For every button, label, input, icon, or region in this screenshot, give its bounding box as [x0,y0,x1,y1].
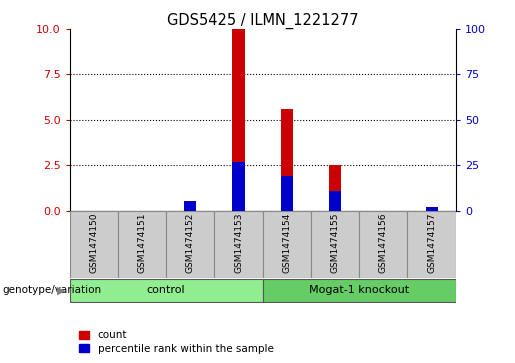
Bar [70,211,118,278]
Bar [166,211,214,278]
Bar [329,165,341,211]
Bar [281,109,293,211]
Text: Mogat-1 knockout: Mogat-1 knockout [309,285,409,295]
Bar [311,211,359,278]
Bar [263,211,311,278]
Bar [263,279,456,302]
Bar [70,279,263,302]
Text: GSM1474151: GSM1474151 [138,212,146,273]
Bar [329,191,341,211]
Bar [232,162,245,211]
Text: GSM1474152: GSM1474152 [186,213,195,273]
Bar [118,211,166,278]
Text: genotype/variation: genotype/variation [3,285,101,295]
Text: GSM1474154: GSM1474154 [282,213,291,273]
Legend: count, percentile rank within the sample: count, percentile rank within the sample [75,326,278,358]
Text: GSM1474155: GSM1474155 [331,212,339,273]
Bar [425,207,438,211]
Bar [407,211,456,278]
Text: GSM1474153: GSM1474153 [234,212,243,273]
Bar [281,176,293,211]
Bar [184,201,196,211]
Text: GSM1474157: GSM1474157 [427,212,436,273]
Bar [359,211,407,278]
Text: GSM1474156: GSM1474156 [379,212,388,273]
Text: ▶: ▶ [57,285,65,295]
Text: GSM1474150: GSM1474150 [89,212,98,273]
Text: control: control [147,285,185,295]
Text: GDS5425 / ILMN_1221277: GDS5425 / ILMN_1221277 [167,13,358,29]
Bar [214,211,263,278]
Bar [232,29,245,211]
